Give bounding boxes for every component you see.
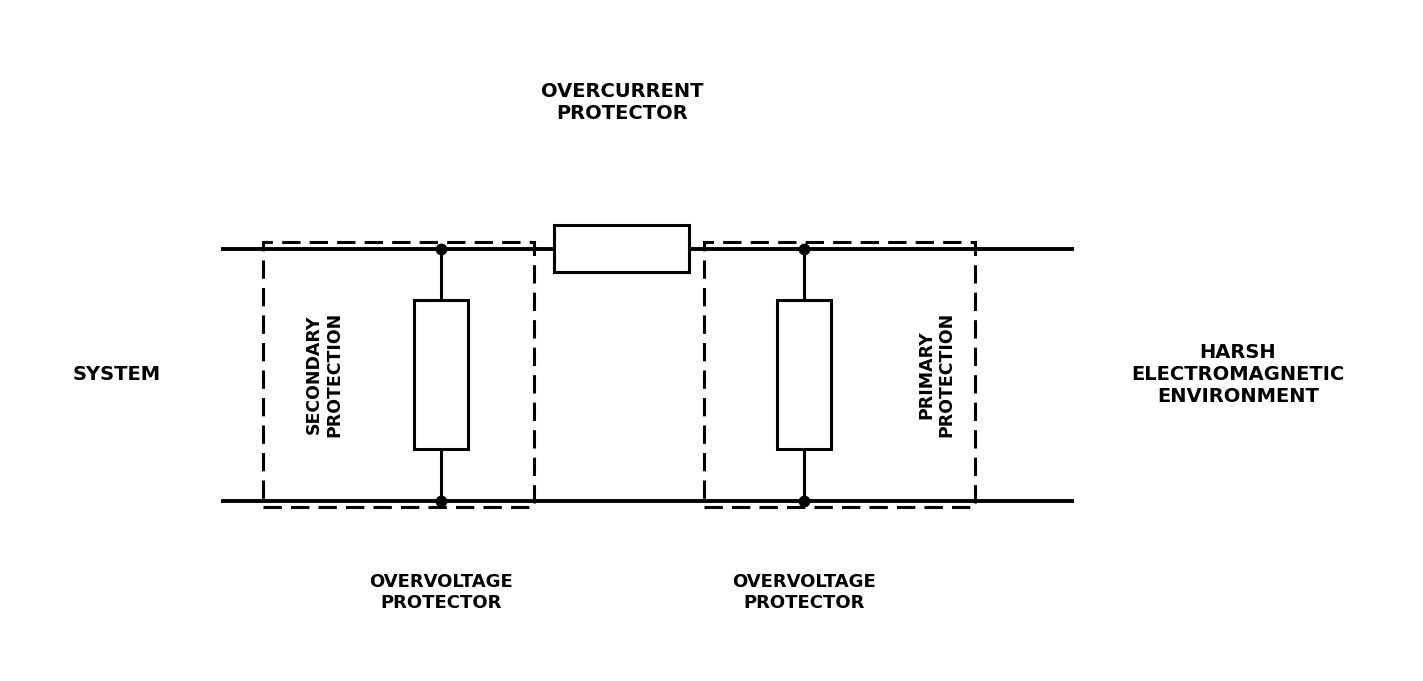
Bar bbox=[777, 300, 831, 449]
Bar bbox=[263, 242, 534, 507]
Text: OVERCURRENT
PROTECTOR: OVERCURRENT PROTECTOR bbox=[541, 82, 703, 123]
Text: OVERVOLTAGE
PROTECTOR: OVERVOLTAGE PROTECTOR bbox=[731, 573, 877, 612]
Text: HARSH
ELECTROMAGNETIC
ENVIRONMENT: HARSH ELECTROMAGNETIC ENVIRONMENT bbox=[1131, 343, 1345, 406]
Text: SYSTEM: SYSTEM bbox=[73, 365, 161, 384]
Text: OVERVOLTAGE
PROTECTOR: OVERVOLTAGE PROTECTOR bbox=[369, 573, 514, 612]
Text: SECONDARY
PROTECTION: SECONDARY PROTECTION bbox=[305, 312, 344, 437]
Text: PRIMARY
PROTECTION: PRIMARY PROTECTION bbox=[916, 312, 956, 437]
Bar bbox=[704, 242, 975, 507]
Bar bbox=[555, 225, 690, 272]
Bar bbox=[414, 300, 468, 449]
